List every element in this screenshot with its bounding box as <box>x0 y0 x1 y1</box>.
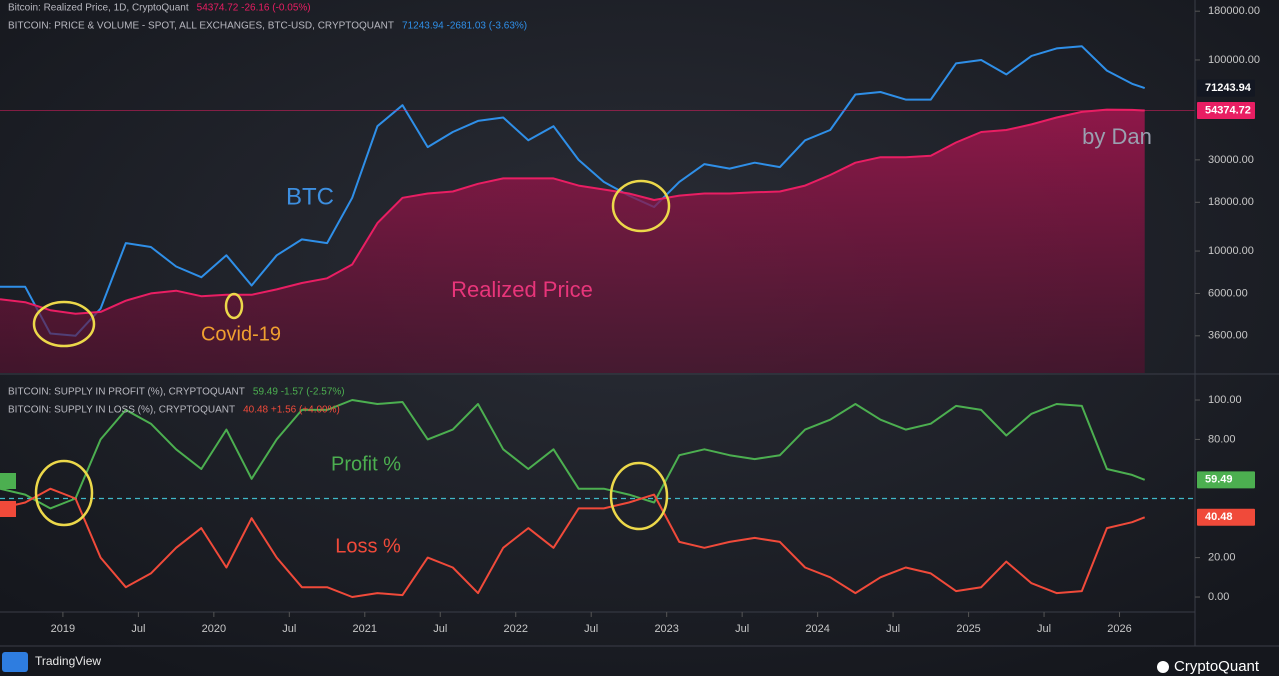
legend-entry: BITCOIN: SUPPLY IN PROFIT (%), CRYPTOQUA… <box>8 387 245 398</box>
tradingview-logo <box>2 652 28 672</box>
line <box>0 399 1146 510</box>
x-tick-label: 2024 <box>805 623 829 635</box>
cryptoquant-logo <box>1157 661 1169 673</box>
x-tick-label: 2023 <box>654 623 678 635</box>
footer-left: TradingView <box>35 654 101 668</box>
x-tick-label: 2025 <box>956 623 980 635</box>
last-value-label: 59.49 <box>1205 474 1233 486</box>
x-tick-label: 2019 <box>51 623 75 635</box>
highlight-circles <box>32 179 671 531</box>
legend-status: 40.48 +1.56 (+4.00%) <box>243 405 340 416</box>
plot <box>0 45 1195 598</box>
x-tick-label: 2021 <box>353 623 377 635</box>
line <box>0 108 1145 315</box>
x-tick-label: Jul <box>584 623 598 635</box>
annotation: Covid-19 <box>201 323 281 345</box>
annotation: Realized Price <box>451 277 593 302</box>
legend-status: 71243.94 -2681.03 (-3.63%) <box>402 21 527 32</box>
x-tick-label: Jul <box>1037 623 1051 635</box>
y-tick-label: 100000.00 <box>1208 54 1260 66</box>
y-tick-label: 100.00 <box>1208 394 1242 406</box>
last-value-box <box>1197 508 1255 526</box>
y-tick-label: 6000.00 <box>1208 287 1248 299</box>
y-tick-label: 10000.00 <box>1208 245 1254 257</box>
annotation: Loss % <box>335 535 401 557</box>
area <box>0 109 1145 373</box>
highlight <box>224 292 244 320</box>
x-tick-label: 2022 <box>503 623 527 635</box>
legend-status: 54374.72 -26.16 (-0.05%) <box>197 3 311 14</box>
legend-status: 59.49 -1.57 (-2.57%) <box>253 387 345 398</box>
x-tick-label: Jul <box>433 623 447 635</box>
legend-entry: BITCOIN: SUPPLY IN LOSS (%), CRYPTOQUANT <box>8 405 235 416</box>
y-tick-label: 0.00 <box>1208 591 1229 603</box>
annotation: by Dan <box>1082 124 1152 149</box>
last-value-box <box>1197 79 1255 97</box>
legend-entry: BITCOIN: PRICE & VOLUME - SPOT, ALL EXCH… <box>8 21 394 32</box>
last-value-label: 40.48 <box>1205 511 1233 523</box>
annotation: BTC <box>286 183 334 210</box>
y-tick-label: 30000.00 <box>1208 154 1254 166</box>
footer-right: CryptoQuant <box>1174 658 1260 675</box>
line <box>0 45 1146 337</box>
line <box>0 487 1146 598</box>
series-marker <box>0 473 16 489</box>
x-tick-label: 2020 <box>202 623 226 635</box>
x-tick-label: Jul <box>886 623 900 635</box>
series-marker <box>0 501 16 517</box>
last-value-box <box>1197 102 1255 120</box>
last-value-box <box>1197 471 1255 489</box>
legend-entry: Bitcoin: Realized Price, 1D, CryptoQuant <box>8 3 189 14</box>
y-tick-label: 80.00 <box>1208 433 1236 445</box>
highlight <box>611 179 671 233</box>
highlight <box>609 461 669 531</box>
y-tick-label: 3600.00 <box>1208 330 1248 342</box>
annotation: Profit % <box>331 453 401 475</box>
x-tick-label: 2026 <box>1107 623 1131 635</box>
highlight <box>34 459 94 527</box>
x-tick-label: Jul <box>131 623 145 635</box>
y-tick-label: 20.00 <box>1208 552 1236 564</box>
highlight <box>32 300 96 348</box>
y-tick-label: 18000.00 <box>1208 196 1254 208</box>
x-tick-label: Jul <box>735 623 749 635</box>
x-tick-label: Jul <box>282 623 296 635</box>
y-tick-label: 180000.00 <box>1208 5 1260 17</box>
last-value-label: 71243.94 <box>1205 82 1252 94</box>
last-value-label: 54374.72 <box>1205 104 1251 116</box>
